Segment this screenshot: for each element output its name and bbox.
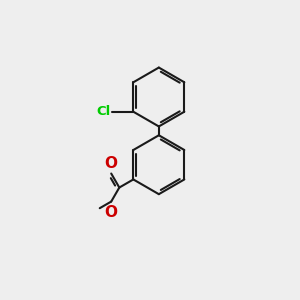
Text: O: O bbox=[105, 206, 118, 220]
Text: Cl: Cl bbox=[96, 105, 111, 118]
Text: O: O bbox=[104, 156, 117, 171]
